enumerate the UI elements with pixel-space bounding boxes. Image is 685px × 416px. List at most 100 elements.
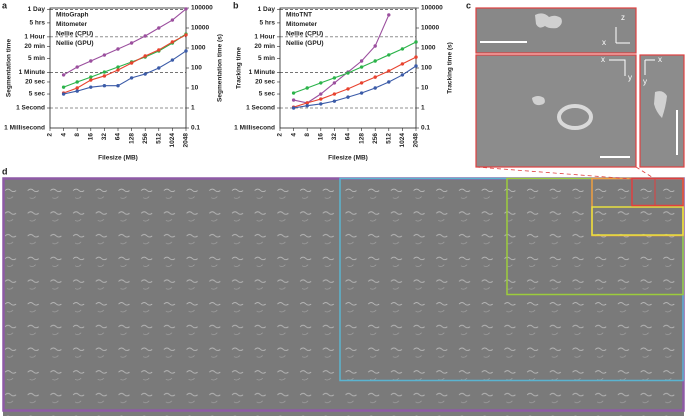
data-point bbox=[143, 72, 147, 76]
data-point bbox=[414, 55, 418, 59]
x-tick-label: 512 bbox=[156, 133, 163, 144]
blob bbox=[532, 96, 545, 106]
data-point bbox=[89, 85, 93, 89]
image-xy bbox=[475, 54, 637, 168]
series-line bbox=[63, 33, 187, 88]
data-point bbox=[373, 44, 377, 48]
x-tick-label: 2048 bbox=[183, 133, 190, 148]
y-bottom-label: 1 Millisecond bbox=[4, 125, 45, 132]
x-tick-label: 4 bbox=[290, 133, 297, 137]
legend-entry: Mitometer bbox=[286, 21, 318, 28]
data-point bbox=[346, 71, 350, 75]
data-point bbox=[291, 98, 296, 102]
zoom-line bbox=[475, 166, 633, 180]
legend-entry: MitoGraph bbox=[56, 12, 89, 19]
data-point bbox=[400, 47, 405, 51]
x-axis-title: Filesize (MB) bbox=[328, 155, 368, 162]
y2-tick-label: 0.1 bbox=[421, 125, 430, 132]
y-tick-label: 1 Second bbox=[246, 105, 275, 112]
axis-arrows bbox=[609, 27, 655, 76]
data-point bbox=[305, 101, 309, 105]
data-point bbox=[102, 70, 107, 74]
blob bbox=[654, 91, 667, 118]
data-point bbox=[61, 73, 66, 77]
data-point bbox=[291, 106, 296, 110]
data-point bbox=[373, 75, 377, 79]
outline-yellow bbox=[591, 206, 684, 236]
axis-letter: z bbox=[621, 13, 625, 22]
y2-tick-label: 10000 bbox=[421, 25, 439, 32]
x-tick-label: 64 bbox=[345, 133, 352, 141]
data-point bbox=[414, 40, 418, 44]
x-tick-label: 32 bbox=[101, 133, 108, 141]
x-axis-title: Filesize (MB) bbox=[98, 155, 138, 162]
data-point bbox=[332, 99, 337, 103]
x-tick-label: 1024 bbox=[169, 133, 176, 148]
axis-letter: y bbox=[628, 73, 632, 82]
y2-tick-label: 1000 bbox=[421, 45, 436, 52]
data-point bbox=[170, 18, 175, 22]
data-point bbox=[116, 68, 120, 72]
x-tick-label: 16 bbox=[318, 133, 325, 141]
legend-entry: MitoTNT bbox=[286, 12, 312, 19]
data-point bbox=[319, 81, 323, 85]
y2-tick-label: 10 bbox=[191, 85, 199, 92]
data-point bbox=[170, 40, 175, 44]
legend-entry: Nellie (GPU) bbox=[286, 40, 324, 47]
data-point bbox=[359, 59, 364, 63]
y-tick-label: 20 min bbox=[24, 43, 45, 50]
legend-entry: Nellie (GPU) bbox=[56, 40, 94, 47]
y-tick-label: 5 sec bbox=[29, 91, 46, 98]
series-line bbox=[293, 41, 417, 94]
y-tick-label: 5 hrs bbox=[29, 20, 45, 27]
y-axis-title: Segmentation time bbox=[6, 39, 13, 98]
data-point bbox=[332, 81, 337, 85]
data-point bbox=[143, 34, 147, 38]
data-point bbox=[346, 87, 350, 91]
data-point bbox=[184, 49, 188, 53]
y-tick-label: 20 sec bbox=[255, 79, 275, 86]
data-point bbox=[75, 80, 79, 84]
blob bbox=[557, 104, 593, 130]
y2-tick-label: 100000 bbox=[421, 5, 443, 12]
x-tick-label: 4 bbox=[60, 133, 67, 137]
legend-entry: Mitometer bbox=[56, 21, 88, 28]
data-point bbox=[61, 92, 66, 96]
series-line bbox=[63, 50, 187, 95]
data-point bbox=[116, 84, 120, 88]
data-point bbox=[116, 47, 120, 51]
axis-letter: x bbox=[601, 55, 605, 64]
data-point bbox=[89, 75, 93, 79]
y-tick-label: 1 Day bbox=[258, 6, 276, 13]
panel-label: b bbox=[233, 0, 239, 10]
axis-letter: x bbox=[602, 38, 606, 47]
y-tick-label: 1 Day bbox=[28, 6, 46, 13]
axis-letter: x bbox=[658, 55, 662, 64]
x-tick-label: 2 bbox=[47, 133, 54, 137]
data-point bbox=[75, 89, 79, 93]
y-tick-label: 1 Second bbox=[16, 105, 45, 112]
y-tick-label: 1 Hour bbox=[24, 34, 45, 41]
data-point bbox=[75, 65, 79, 69]
x-tick-label: 8 bbox=[304, 133, 311, 137]
data-point bbox=[400, 62, 405, 66]
data-point bbox=[305, 104, 309, 108]
data-point bbox=[359, 91, 364, 95]
axis-letter: y bbox=[643, 77, 647, 86]
y2-tick-label: 1 bbox=[421, 105, 425, 112]
series-line bbox=[63, 8, 187, 76]
data-point bbox=[129, 76, 134, 80]
y2-tick-label: 100 bbox=[421, 65, 432, 72]
blob bbox=[535, 13, 562, 29]
data-point bbox=[89, 78, 93, 82]
data-point bbox=[359, 65, 364, 69]
y2-tick-label: 1000 bbox=[191, 45, 206, 52]
data-point bbox=[184, 33, 188, 37]
data-point bbox=[332, 76, 337, 80]
series-line bbox=[293, 14, 390, 104]
outline-red bbox=[631, 177, 684, 207]
mosaic bbox=[2, 166, 685, 416]
data-point bbox=[387, 69, 391, 73]
x-tick-label: 2 bbox=[277, 133, 284, 137]
data-point bbox=[61, 85, 66, 89]
